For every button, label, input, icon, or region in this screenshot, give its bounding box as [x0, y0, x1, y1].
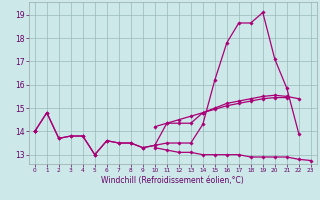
X-axis label: Windchill (Refroidissement éolien,°C): Windchill (Refroidissement éolien,°C): [101, 176, 244, 185]
